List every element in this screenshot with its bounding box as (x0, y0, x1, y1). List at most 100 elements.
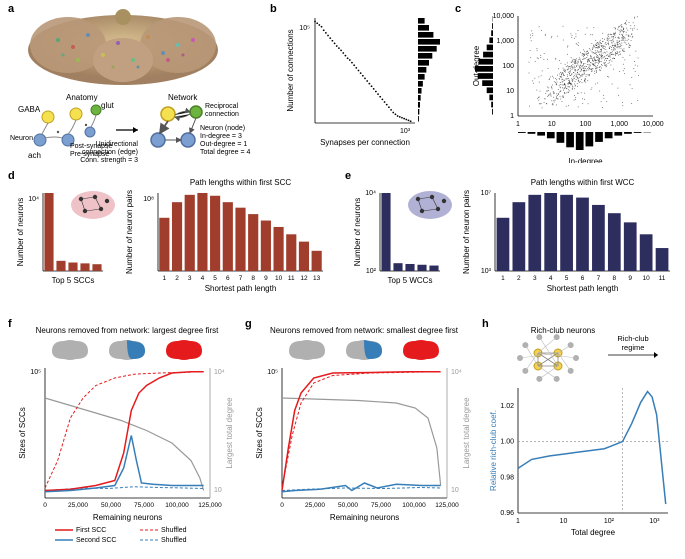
svg-text:100: 100 (580, 121, 592, 128)
panel-label-d: d (8, 170, 15, 182)
svg-text:10⁵: 10⁵ (267, 369, 278, 376)
svg-text:0: 0 (43, 502, 47, 509)
svg-text:1: 1 (163, 275, 167, 282)
svg-text:10⁴: 10⁴ (214, 369, 225, 376)
svg-text:10: 10 (214, 487, 222, 494)
svg-text:In-degree: In-degree (568, 157, 603, 163)
svg-text:10: 10 (506, 88, 514, 95)
svg-text:10,000: 10,000 (642, 121, 664, 128)
total-degree-label: Total degree = 4 (200, 149, 251, 156)
svg-text:1: 1 (516, 121, 520, 128)
svg-text:4: 4 (549, 275, 553, 282)
svg-text:Path lengths within first WCC: Path lengths within first WCC (531, 178, 635, 187)
panel-label-f: f (8, 318, 12, 330)
anatomy-network-diagram: Anatomy GABA glut Neuron Post-synapse Pr… (8, 90, 258, 165)
svg-text:3: 3 (188, 275, 192, 282)
svg-text:Shuffled: Shuffled (161, 537, 187, 544)
connection-label: connection (205, 111, 239, 118)
anatomy-title: Anatomy (66, 93, 98, 102)
in-degree-label: In-degree = 3 (200, 133, 242, 140)
svg-text:Rich-club neurons: Rich-club neurons (531, 326, 595, 335)
panel-label-g: g (245, 318, 252, 330)
svg-text:1,000: 1,000 (496, 38, 514, 45)
svg-text:4: 4 (201, 275, 205, 282)
svg-text:Sizes of SCCs: Sizes of SCCs (255, 407, 264, 459)
gaba-label: GABA (18, 105, 41, 114)
svg-text:10²: 10² (366, 268, 377, 275)
svg-text:Total degree: Total degree (571, 528, 616, 537)
svg-text:Shuffled: Shuffled (161, 527, 187, 534)
glut-label: glut (101, 101, 115, 110)
svg-text:Largest total degree: Largest total degree (462, 397, 471, 469)
svg-text:First SCC: First SCC (76, 527, 106, 534)
svg-text:Number of connections: Number of connections (286, 29, 295, 111)
svg-text:10³: 10³ (649, 518, 660, 525)
brain-rendering (18, 5, 228, 90)
svg-text:100,000: 100,000 (402, 502, 426, 509)
svg-text:75,000: 75,000 (134, 502, 154, 509)
svg-text:10: 10 (548, 121, 556, 128)
panel-d-chart: Top 5 SCCs10⁴Number of neuronsPath lengt… (15, 175, 335, 305)
svg-text:100,000: 100,000 (165, 502, 189, 509)
neuron-label: Neuron (10, 135, 33, 142)
svg-text:10⁸: 10⁸ (143, 196, 154, 203)
svg-text:50,000: 50,000 (101, 502, 121, 509)
svg-text:7: 7 (597, 275, 601, 282)
panel-label-e: e (345, 170, 351, 182)
network-title: Network (168, 93, 198, 102)
svg-text:10: 10 (451, 487, 459, 494)
svg-text:8: 8 (251, 275, 255, 282)
svg-text:1,000: 1,000 (610, 121, 628, 128)
svg-text:10²: 10² (604, 518, 615, 525)
svg-text:10³: 10³ (481, 268, 492, 275)
svg-text:Remaining neurons: Remaining neurons (93, 513, 162, 522)
svg-text:11: 11 (659, 275, 666, 282)
svg-text:10⁴: 10⁴ (365, 190, 376, 197)
svg-text:Rich-club: Rich-club (617, 334, 648, 343)
svg-text:Remaining neurons: Remaining neurons (330, 513, 399, 522)
unidir-label: Unidirectional (96, 141, 139, 148)
conn-edge-label: connection (edge) (82, 149, 138, 156)
svg-text:Top 5 SCCs: Top 5 SCCs (52, 276, 95, 285)
panel-c-chart: 1 10 100 1,000 10,000 1 10 100 1,000 10,000 In-deg… (463, 8, 681, 163)
svg-text:1: 1 (510, 113, 514, 120)
svg-text:25,000: 25,000 (305, 502, 325, 509)
svg-text:13: 13 (313, 275, 321, 282)
svg-text:10: 10 (275, 275, 283, 282)
svg-text:1.00: 1.00 (500, 439, 514, 446)
svg-text:125,000: 125,000 (198, 502, 222, 509)
svg-text:Shortest path length: Shortest path length (547, 284, 619, 293)
svg-text:1: 1 (516, 518, 520, 525)
svg-text:7: 7 (239, 275, 243, 282)
svg-text:100: 100 (502, 63, 514, 70)
svg-text:Second SCC: Second SCC (76, 537, 116, 544)
svg-text:10⁷: 10⁷ (481, 190, 492, 197)
svg-text:2: 2 (517, 275, 521, 282)
panel-h-chart: Rich-club neuronsRich-clubregime11010²10… (488, 323, 683, 553)
svg-text:1.02: 1.02 (500, 403, 514, 410)
svg-text:6: 6 (581, 275, 585, 282)
svg-text:2: 2 (175, 275, 179, 282)
svg-text:Number of neurons: Number of neurons (353, 198, 362, 266)
svg-text:12: 12 (300, 275, 308, 282)
svg-text:0: 0 (280, 502, 284, 509)
svg-text:10⁴: 10⁴ (28, 196, 39, 203)
svg-text:6: 6 (226, 275, 230, 282)
conn-strength-label: Conn. strength = 3 (80, 157, 138, 164)
svg-text:10,000: 10,000 (493, 13, 515, 20)
panel-e-chart: Top 5 WCCs 10² 10⁴Number of neurons Path le… (352, 175, 680, 305)
panel-f-chart: Neurons removed from network: largest de… (15, 323, 240, 553)
svg-text:10: 10 (643, 275, 651, 282)
svg-text:50,000: 50,000 (338, 502, 358, 509)
svg-text:9: 9 (264, 275, 268, 282)
panel-b-chart: 10⁵10³Synapses per connectionNumber of c… (280, 10, 450, 150)
svg-text:3: 3 (533, 275, 537, 282)
svg-text:Relative rich-club coef.: Relative rich-club coef. (489, 410, 498, 491)
neuron-node-label: Neuron (node) (200, 125, 245, 132)
out-degree-label: Out-degree = 1 (200, 141, 247, 148)
svg-text:Sizes of SCCs: Sizes of SCCs (18, 407, 27, 459)
svg-text:Number of neuron pairs: Number of neuron pairs (125, 190, 134, 274)
svg-text:Top 5 WCCs: Top 5 WCCs (388, 276, 433, 285)
svg-text:0.96: 0.96 (500, 510, 514, 517)
svg-text:Neurons removed from network:: Neurons removed from network: largest de… (36, 326, 220, 335)
